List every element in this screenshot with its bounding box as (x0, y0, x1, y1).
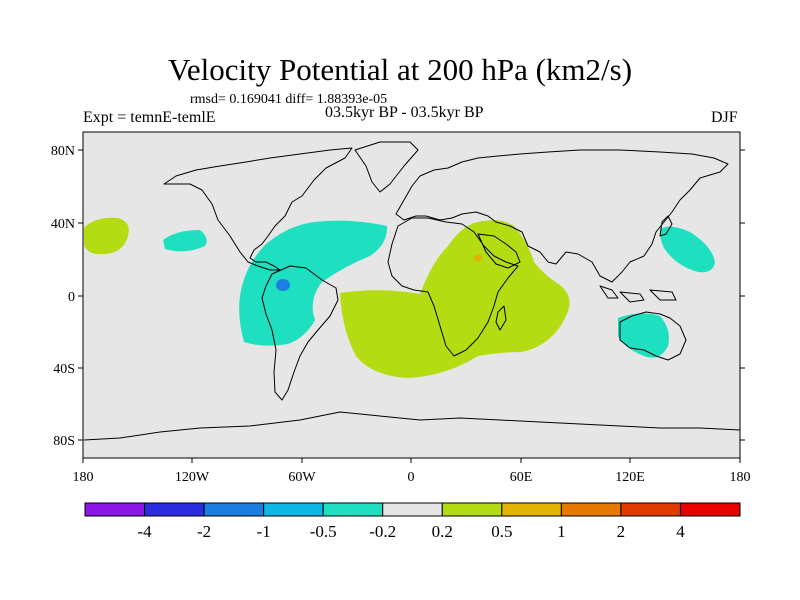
colorbar-swatch-11 (679, 502, 741, 517)
colorbar-label-9: 2 (617, 522, 626, 541)
statistics-label: rmsd= 0.169041 diff= 1.88393e-05 (190, 92, 388, 107)
negative-region-americas-atlantic (239, 220, 388, 346)
colorbar-swatch-4 (263, 502, 324, 517)
colorbar-label-3: -1 (257, 522, 271, 541)
lat-label-80n: 80N (51, 144, 75, 159)
colorbar-label-6: 0.2 (432, 522, 453, 541)
lon-label-120w: 120W (175, 470, 210, 485)
map-title: Velocity Potential at 200 hPa (km2/s) (167, 52, 633, 87)
coastline-indonesia (599, 285, 677, 303)
positive-region-pacific (84, 217, 129, 255)
colorbar-swatch-8 (501, 502, 562, 517)
latitude-tick-labels: 80N 40N 0 40S 80S (51, 144, 75, 449)
colorbar-swatch-9 (560, 502, 622, 517)
colorbar: -4 -2 -1 -0.5 -0.2 0.2 0.5 1 2 4 (84, 502, 741, 541)
coastline-africa (387, 217, 519, 357)
colorbar-label-4: -0.5 (310, 522, 337, 541)
negative-anomaly-regions (163, 220, 715, 358)
colorbar-label-8: 1 (557, 522, 566, 541)
negative-region-central-pacific (163, 230, 207, 252)
colorbar-swatch-10 (620, 502, 681, 517)
coastline-japan (659, 215, 673, 237)
colorbar-label-5: -0.2 (369, 522, 396, 541)
colorbar-label-10: 4 (676, 522, 685, 541)
lat-label-80s: 80S (53, 434, 75, 449)
lat-label-40s: 40S (53, 362, 75, 377)
period-label: 03.5kyr BP - 03.5kyr BP (325, 104, 484, 121)
coastline-north-america (163, 147, 353, 271)
coastlines (83, 141, 741, 441)
local-maximum-middle-east (474, 254, 482, 262)
coastline-south-america (261, 265, 339, 401)
map-frame (78, 131, 745, 463)
coastline-madagascar (495, 305, 507, 331)
lon-label-180-east: 180 (730, 470, 751, 485)
colorbar-label-2: -2 (197, 522, 211, 541)
coastline-arabia (477, 233, 521, 269)
colorbar-label-1: -4 (137, 522, 152, 541)
longitude-tick-labels: 180 120W 60W 0 60E 120E 180 (73, 470, 751, 485)
coastline-antarctica (83, 411, 741, 441)
colorbar-swatch-5 (322, 502, 384, 517)
positive-anomaly-regions (84, 217, 570, 378)
season-label: DJF (711, 109, 738, 126)
experiment-label: Expt = temnE-temlE (83, 109, 216, 126)
lon-label-120e: 120E (615, 470, 645, 485)
lon-label-180-west: 180 (73, 470, 94, 485)
coastline-greenland (354, 141, 419, 193)
colorbar-swatch-3 (203, 502, 265, 517)
local-minimum-south-america (276, 279, 290, 291)
colorbar-label-7: 0.5 (491, 522, 512, 541)
lon-label-0: 0 (408, 470, 415, 485)
lon-label-60w: 60W (288, 470, 316, 485)
colorbar-swatch-1 (84, 502, 146, 517)
lat-label-40n: 40N (51, 217, 75, 232)
colorbar-swatch-7 (441, 502, 503, 517)
colorbar-swatch-6 (382, 502, 443, 517)
colorbar-swatch-2 (144, 502, 205, 517)
coastline-australia (619, 311, 687, 361)
coastline-eurasia (395, 149, 729, 283)
lon-label-60e: 60E (510, 470, 533, 485)
lat-label-equator: 0 (68, 290, 75, 305)
negative-region-west-pacific (660, 226, 715, 273)
negative-region-australia (618, 313, 669, 358)
positive-region-africa-indian (340, 220, 570, 378)
